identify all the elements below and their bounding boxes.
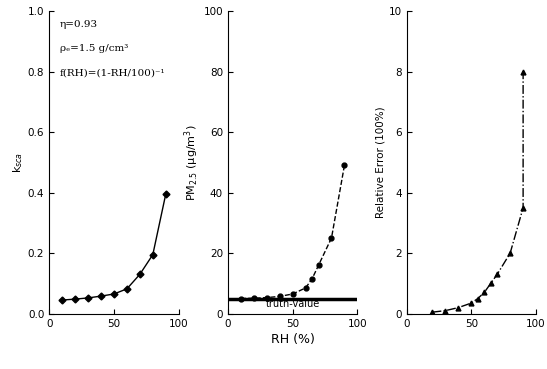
Text: ρₑ=1.5 g/cm³: ρₑ=1.5 g/cm³ bbox=[60, 44, 128, 54]
Text: truth-value: truth-value bbox=[265, 299, 320, 309]
X-axis label: RH (%): RH (%) bbox=[271, 333, 315, 346]
Y-axis label: PM$_{2.5}$ (μg/m$^3$): PM$_{2.5}$ (μg/m$^3$) bbox=[182, 124, 201, 201]
Text: f(RH)=(1-RH/100)⁻¹: f(RH)=(1-RH/100)⁻¹ bbox=[60, 69, 165, 77]
Text: η=0.93: η=0.93 bbox=[60, 20, 98, 29]
Y-axis label: k$_{sca}$: k$_{sca}$ bbox=[11, 152, 25, 173]
Y-axis label: Relative Error (100%): Relative Error (100%) bbox=[376, 107, 386, 218]
